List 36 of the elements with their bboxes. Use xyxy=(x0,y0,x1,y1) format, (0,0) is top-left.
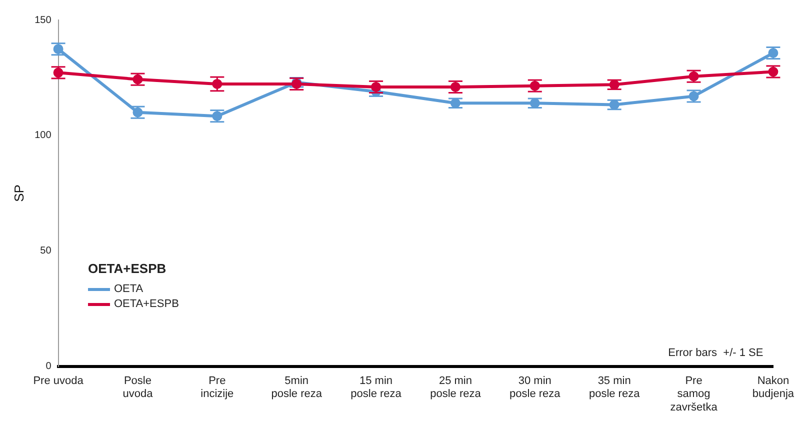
point xyxy=(371,82,382,92)
point xyxy=(609,80,620,90)
y-tick-label: 150 xyxy=(34,14,52,26)
x-tick-label: 30 min posle reza xyxy=(510,375,562,400)
y-tick-label: 0 xyxy=(46,361,52,372)
x-tick-label: 15 min posle reza xyxy=(350,375,402,400)
point xyxy=(530,98,540,108)
point xyxy=(53,44,64,54)
point xyxy=(450,98,460,108)
point xyxy=(450,82,460,92)
point xyxy=(132,74,143,84)
annotation: Error bars +/- 1 SE xyxy=(668,346,764,359)
x-tick-label: Pre incizije xyxy=(200,375,234,400)
point xyxy=(53,68,64,78)
point xyxy=(530,80,540,91)
x-tick-label: Pre samog završetka xyxy=(670,375,718,414)
y-tick-label: 100 xyxy=(34,130,52,142)
y-tick-label: 50 xyxy=(40,246,52,257)
point xyxy=(212,78,222,89)
x-tick-label: 5min posle reza xyxy=(271,375,323,400)
legend-label: OETA+ESPB xyxy=(114,297,179,312)
y-axis-title: SP xyxy=(11,184,26,202)
point xyxy=(212,111,222,122)
x-tick-label: 25 min posle reza xyxy=(430,375,482,400)
x-tick-label: Pre uvoda xyxy=(33,375,84,388)
point xyxy=(768,66,778,77)
legend-title: OETA+ESPB xyxy=(88,261,168,276)
point xyxy=(768,48,778,58)
point xyxy=(688,91,699,102)
legend-label: OETA xyxy=(114,282,144,297)
point xyxy=(609,100,620,110)
point xyxy=(132,107,143,118)
x-tick-label: 35 min posle reza xyxy=(588,375,641,400)
point xyxy=(688,71,699,82)
x-tick-label: Posle uvoda xyxy=(122,375,154,400)
x-tick-label: Nakon budjenja xyxy=(752,375,795,400)
